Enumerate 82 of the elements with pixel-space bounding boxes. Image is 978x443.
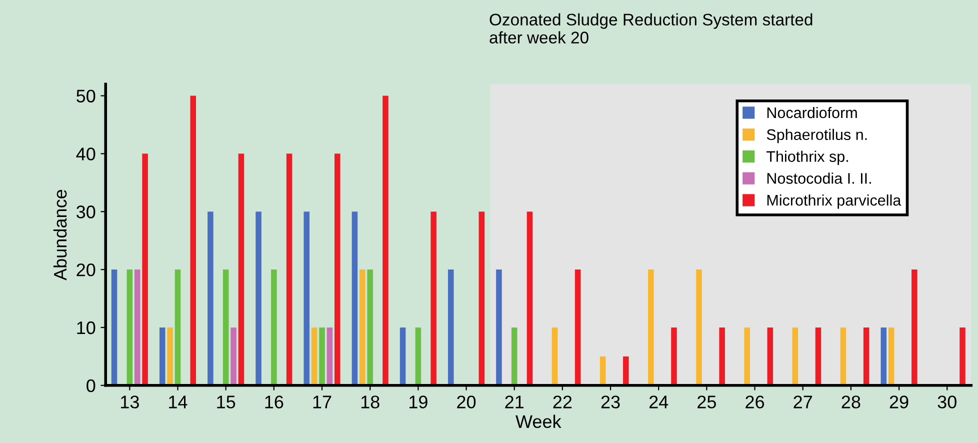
text: Ozonated Sludge Reduction System started after week 20 — [490, 13, 812, 44]
bar — [208, 212, 214, 386]
x-tick-label: 29 — [890, 396, 908, 408]
x-tick-label: 18 — [361, 396, 380, 408]
bar — [415, 327, 422, 386]
legend-label: Nostocodia I. II. — [767, 172, 871, 184]
bar — [311, 327, 318, 386]
bar — [142, 154, 148, 386]
y-tick-label: 10 — [77, 321, 96, 334]
bar — [767, 327, 774, 386]
x-tick-label: 30 — [938, 396, 956, 408]
y-tick-label: 20 — [76, 263, 96, 276]
bar — [230, 327, 236, 386]
x-tick-label: 13 — [121, 396, 139, 408]
bar — [319, 327, 325, 386]
x-tick-label: 15 — [217, 396, 236, 408]
x-tick-label: 27 — [794, 396, 812, 408]
bar — [430, 212, 436, 386]
bar — [888, 327, 894, 386]
bar — [126, 270, 133, 386]
x-tick-label: 28 — [842, 396, 860, 408]
bar — [600, 356, 606, 386]
bar — [334, 154, 340, 386]
x-tick-label: 17 — [313, 396, 332, 408]
bar — [134, 270, 140, 386]
x-tick-label: 19 — [410, 396, 428, 408]
bar — [526, 212, 533, 386]
bar — [880, 327, 887, 386]
x-tick-label: 24 — [649, 396, 668, 408]
legend-label: Thiothrix sp. — [766, 150, 848, 165]
bar — [815, 327, 822, 386]
bar — [304, 212, 310, 386]
bar — [696, 270, 702, 386]
bar — [496, 270, 502, 386]
x-tick-label: 26 — [746, 396, 764, 408]
bar — [552, 327, 558, 386]
bar — [960, 327, 966, 386]
x-tick-label: 22 — [553, 396, 572, 408]
bar — [190, 96, 196, 386]
bar — [623, 356, 629, 386]
bar — [238, 154, 244, 386]
bar — [174, 270, 181, 386]
bar — [222, 270, 229, 386]
x-axis-title: Week — [516, 414, 562, 428]
x-tick-label: 20 — [457, 396, 476, 408]
legend-label: Nocardioform — [767, 106, 857, 118]
bar — [367, 270, 373, 386]
y-tick-label: 0 — [86, 379, 96, 392]
bar — [744, 327, 750, 386]
bar — [912, 270, 918, 386]
x-tick-label: 25 — [698, 396, 716, 408]
bar — [167, 327, 173, 386]
x-tick-label: 23 — [601, 396, 620, 408]
bar — [511, 327, 518, 386]
y-axis-title: Abundance — [53, 190, 67, 280]
bar — [159, 327, 166, 386]
y-tick-label: 40 — [76, 148, 96, 160]
bar — [111, 270, 118, 386]
x-tick-label: 14 — [169, 396, 188, 408]
bar — [840, 327, 846, 386]
y-tick-label: 50 — [76, 90, 96, 102]
bar — [256, 212, 262, 386]
x-tick-label: 16 — [265, 396, 284, 408]
x-tick-label: 21 — [505, 396, 524, 408]
bar — [271, 270, 277, 386]
y-tick-label: 30 — [76, 206, 96, 218]
bar — [863, 327, 870, 386]
bar — [400, 327, 406, 386]
bar — [648, 270, 654, 386]
bar — [382, 96, 388, 386]
bar — [448, 270, 454, 386]
bar — [352, 212, 358, 386]
bar — [671, 327, 677, 386]
legend-label: Sphaerotilus n. — [766, 128, 867, 144]
bar — [286, 154, 292, 386]
bar — [574, 270, 581, 386]
legend-label: Microthrix parvicella — [767, 194, 902, 209]
bar — [478, 212, 485, 386]
bar — [326, 327, 333, 386]
bar — [719, 327, 725, 386]
bar — [360, 270, 366, 386]
bar — [792, 327, 798, 386]
